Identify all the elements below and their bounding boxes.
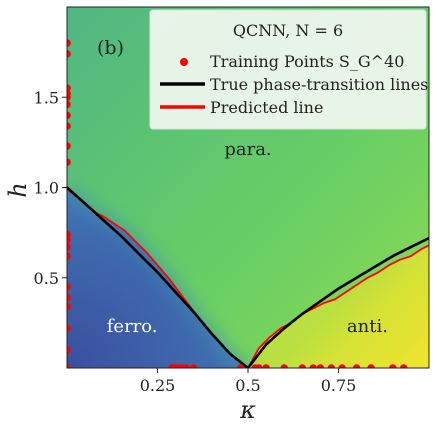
training-point-32 [327, 364, 336, 368]
training-point-13 [67, 252, 71, 260]
training-point-38 [251, 364, 259, 368]
training-point-9 [67, 158, 71, 166]
legend: QCNN, N = 6 Training Points S_G^40 True … [149, 9, 428, 130]
training-point-29 [280, 364, 288, 368]
y-tick-label-1: 1.0 [34, 179, 59, 198]
x-tick-label-2: 0.75 [321, 376, 357, 395]
training-point-15 [67, 293, 71, 302]
training-point-31 [309, 364, 317, 368]
training-point-11 [67, 236, 71, 244]
axis-ticks: 0.25 0.5 0.75 0.5 1.0 1.5 [34, 88, 357, 395]
training-point-18 [67, 346, 71, 354]
training-point-4 [67, 93, 71, 102]
x-axis-label: κ [239, 396, 256, 424]
training-point-0 [67, 39, 71, 47]
training-point-7 [67, 122, 71, 130]
x-tick-label-0: 0.25 [140, 376, 176, 395]
training-point-24 [182, 364, 191, 368]
training-point-17 [67, 324, 71, 333]
training-point-33 [338, 364, 346, 368]
series-layer [67, 39, 429, 368]
region-label-para: para. [224, 139, 271, 160]
training-point-34 [352, 364, 361, 368]
panel-label: (b) [97, 37, 124, 59]
training-point-12 [67, 243, 71, 251]
training-point-36 [399, 364, 408, 368]
region-label-ferro: ferro. [107, 316, 158, 337]
training-point-30 [298, 364, 307, 368]
y-tick-label-2: 1.5 [34, 88, 59, 107]
region-labels: ferro. para. anti. [107, 139, 388, 337]
true-transition-line-segment-1 [246, 236, 429, 368]
training-point-28 [262, 364, 270, 368]
predicted-line-segment-1 [247, 244, 429, 368]
training-point-35 [367, 364, 375, 368]
true-transition-line-segment-0 [67, 186, 249, 368]
region-label-anti: anti. [347, 316, 388, 337]
legend-label-true-lines: True phase-transition lines [210, 75, 428, 94]
training-point-37 [389, 364, 397, 368]
legend-label-training-points: Training Points S_G^40 [210, 52, 404, 71]
legend-label-predicted-line: Predicted line [210, 98, 323, 117]
training-point-14 [67, 283, 71, 291]
training-point-25 [189, 364, 198, 368]
legend-box [149, 9, 427, 130]
training-point-16 [67, 302, 71, 311]
training-point-6 [67, 111, 71, 120]
training-point-19 [67, 364, 71, 368]
training-point-39 [316, 364, 325, 368]
y-tick-label-0: 0.5 [34, 269, 59, 288]
training-point-5 [67, 100, 71, 109]
training-point-8 [67, 142, 71, 150]
training-point-26 [237, 364, 245, 368]
anti-region [248, 245, 429, 368]
training-point-1 [67, 50, 71, 58]
legend-marker-training-points [180, 58, 188, 66]
x-tick-label-1: 0.5 [235, 376, 260, 395]
y-axis-label: h [4, 182, 32, 197]
legend-title: QCNN, N = 6 [233, 21, 343, 40]
